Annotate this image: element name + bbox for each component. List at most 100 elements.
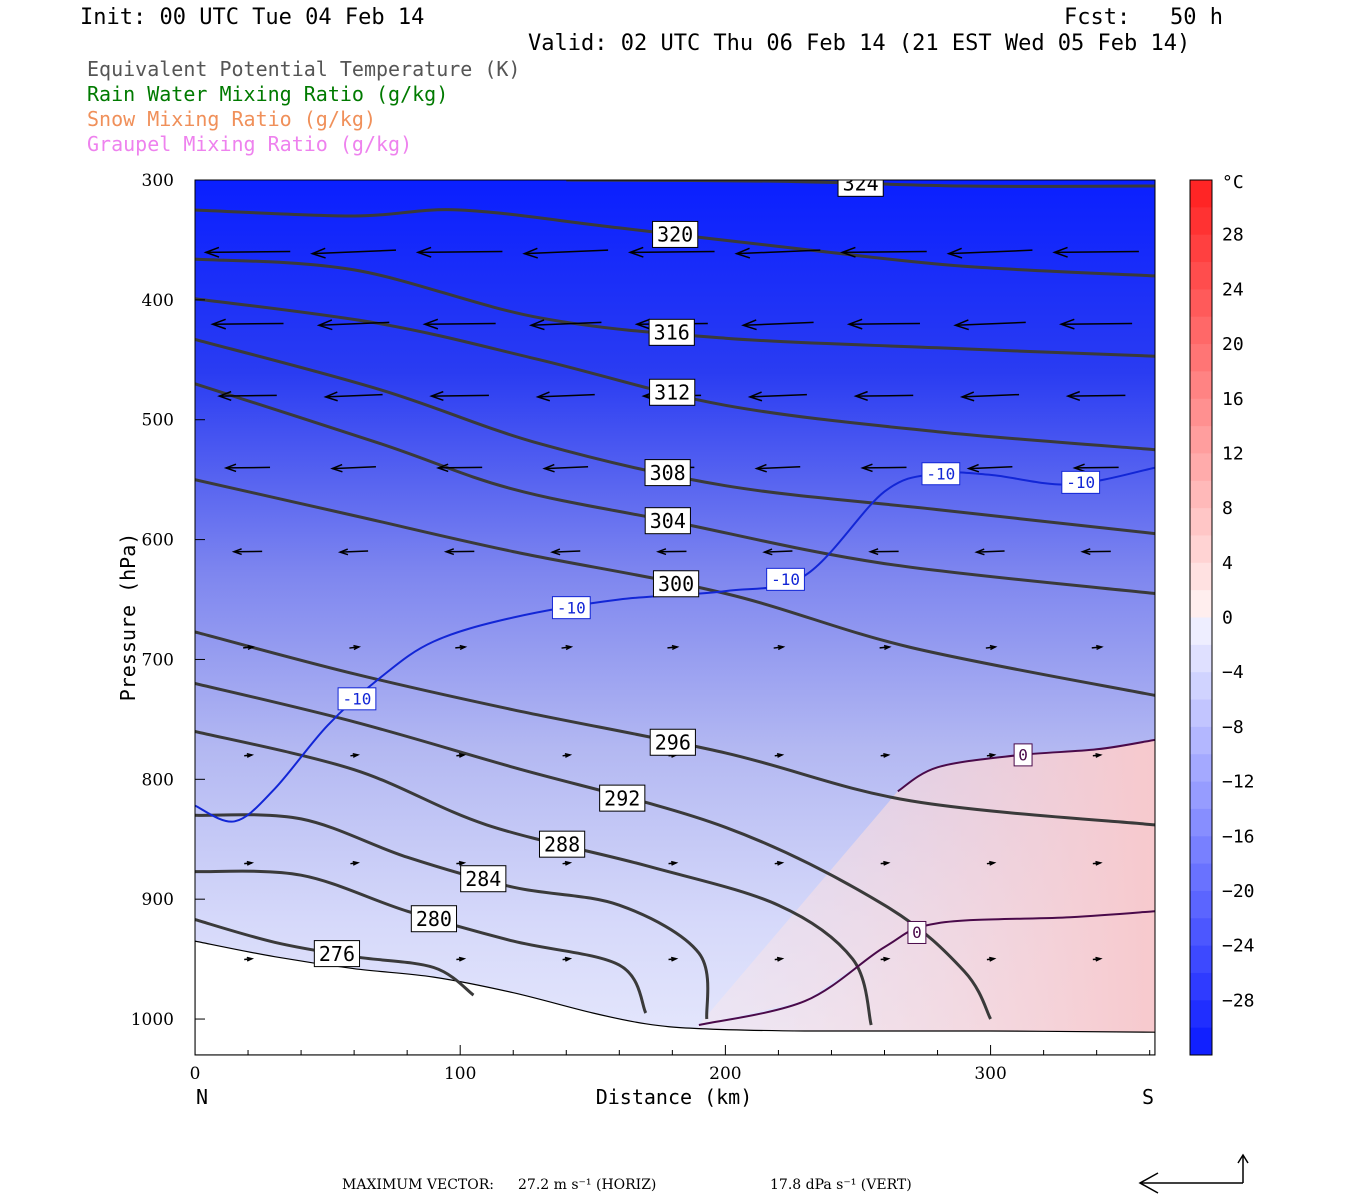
colorbar-bin [1190, 316, 1212, 345]
valid-time: Valid: 02 UTC Thu 06 Feb 14 (21 EST Wed … [528, 31, 1191, 56]
wind-vector [350, 752, 360, 758]
wind-vector [231, 548, 263, 556]
colorbar-tick-label: 28 [1222, 225, 1244, 246]
isotherm-label-0-1-box [1013, 743, 1033, 767]
wind-vector [986, 752, 997, 758]
theta-e-label-324: 324 [843, 172, 879, 196]
isotherm-label-0-2-box [907, 920, 927, 944]
wind-vector [846, 318, 920, 330]
isotherm-label--10-4: -10 [1066, 473, 1095, 492]
wind-vector [966, 463, 1013, 473]
wind-vector [953, 319, 1026, 331]
theta-e-label-316: 316 [654, 321, 690, 345]
colorbar-tick-label: −20 [1222, 881, 1255, 902]
x-end-label-right: S [1142, 1085, 1154, 1109]
colorbar-bin [1190, 1000, 1212, 1029]
theta-e-label-280: 280 [416, 907, 452, 931]
theta-e-contour-292 [195, 681, 992, 1020]
colorbar-tick-label: 20 [1222, 334, 1244, 355]
colorbar-bin [1190, 398, 1212, 427]
wind-vector [747, 391, 807, 402]
theta-e-label-320: 320 [657, 223, 693, 247]
wind-vector [522, 247, 609, 259]
theta-e-label-304-box [644, 507, 691, 535]
wind-vector [429, 390, 489, 401]
wind-vector [879, 644, 892, 651]
wind-vector [668, 860, 679, 866]
theta-e-label-324-box [837, 180, 884, 197]
wind-vector [1072, 463, 1119, 473]
colorbar-tick-label: −4 [1222, 662, 1244, 683]
isotherm-label--10-0: -10 [343, 690, 372, 709]
wind-vector [734, 247, 821, 259]
colorbar-bin [1190, 344, 1212, 372]
wind-vector [627, 246, 715, 258]
wind-vector [754, 463, 801, 473]
legend-theta-e: Equivalent Potential Temperature (K) [87, 57, 521, 81]
wind-vector [762, 548, 793, 556]
wind-vector [946, 247, 1033, 259]
wind-vector [986, 860, 997, 866]
theta-e-label-296-box [649, 728, 696, 756]
wind-vector [243, 644, 256, 651]
wind-vector [562, 752, 573, 758]
x-tick-label: 200 [709, 1064, 741, 1084]
reference-vector-icon [1138, 1153, 1249, 1194]
colorbar-tick-label: 16 [1222, 389, 1244, 410]
wind-vector [853, 390, 914, 401]
isotherm-label--10-1: -10 [557, 598, 586, 617]
wind-vector [668, 956, 679, 962]
legend-snow: Snow Mixing Ratio (g/kg) [87, 107, 376, 131]
colorbar-bin [1190, 562, 1212, 591]
colorbar-bin [1190, 289, 1212, 318]
wind-vector [316, 319, 390, 331]
theta-e-contour-320 [195, 208, 1155, 278]
wind-vector [456, 860, 467, 866]
wind-vector [349, 644, 362, 651]
colorbar-bin [1190, 590, 1212, 618]
theta-e-label-288-box [538, 830, 586, 858]
colorbar-bin [1190, 180, 1212, 208]
y-tick-label: 1000 [131, 1010, 174, 1030]
wind-vector [528, 319, 602, 331]
wind-vector [350, 860, 360, 866]
wind-vector [330, 463, 376, 473]
theta-e-contour-288 [195, 729, 873, 1026]
isotherm-label--10-3: -10 [926, 464, 955, 483]
colorbar-bin [1190, 644, 1212, 673]
theta-e-contour-300 [195, 478, 1155, 697]
theta-e-label-288: 288 [544, 832, 580, 856]
colorbar-tick-label: −28 [1222, 990, 1255, 1011]
legend-rain: Rain Water Mixing Ratio (g/kg) [87, 82, 449, 106]
wind-vector [217, 390, 277, 401]
y-tick-label: 900 [142, 890, 174, 910]
wind-vector [436, 463, 483, 473]
wind-vector [562, 860, 573, 866]
wind-vector [667, 644, 680, 651]
max-vector-label: MAXIMUM VECTOR: [342, 1177, 494, 1193]
colorbar-bin [1190, 781, 1212, 810]
colorbar-tick-label: 0 [1222, 608, 1233, 629]
colorbar-bin [1190, 207, 1212, 236]
theta-e-label-300: 300 [658, 572, 694, 596]
x-axis-label: Distance (km) [596, 1085, 753, 1109]
wind-vector [1052, 246, 1139, 258]
terrain-underground [195, 940, 1155, 1055]
wind-vector [561, 644, 574, 651]
colorbar-bin [1190, 508, 1212, 536]
theta-e-label-284-box [460, 865, 507, 893]
colorbar-tick-label: 12 [1222, 443, 1244, 464]
colorbar-bin [1190, 754, 1212, 783]
theta-e-label-280-box [410, 905, 458, 933]
colorbar-bin [1190, 726, 1212, 755]
theta-e-label-276-box [313, 940, 361, 968]
theta-e-contour-296 [195, 630, 1155, 827]
theta-e-label-296: 296 [655, 730, 691, 754]
theta-e-label-292: 292 [604, 786, 640, 810]
colorbar-bin [1190, 918, 1212, 947]
y-axis-label: Pressure (hPa) [116, 533, 140, 702]
y-tick-label: 300 [142, 171, 174, 191]
colorbar-unit: °C [1222, 172, 1244, 193]
wind-vector [210, 318, 284, 330]
